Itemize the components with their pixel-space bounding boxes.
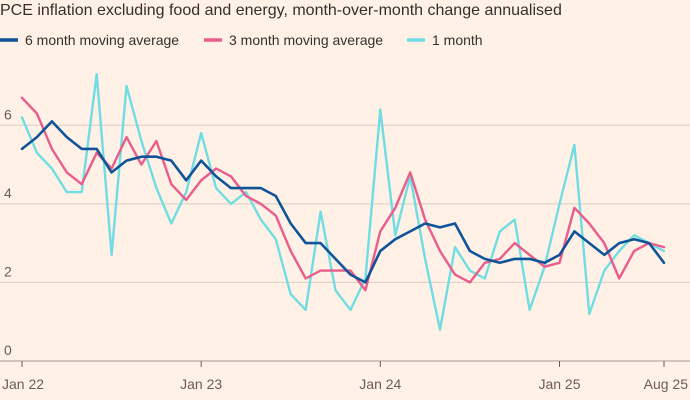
legend-label-6-month: 6 month moving average xyxy=(25,32,179,48)
chart-title: PCE inflation excluding food and energy,… xyxy=(0,2,562,19)
x-tick-label: Jan 22 xyxy=(2,376,44,392)
x-tick-label: Jan 25 xyxy=(538,376,580,392)
x-tick-label: Jan 24 xyxy=(359,376,401,392)
plot-area xyxy=(20,72,666,331)
x-axis: Jan 22 Jan 23 Jan 24 Jan 25 Aug 25 xyxy=(2,361,688,392)
legend-label-1-month: 1 month xyxy=(432,32,483,48)
legend: 6 month moving average 3 month moving av… xyxy=(0,32,483,48)
x-tick-label: Jan 23 xyxy=(180,376,222,392)
series-line-3-month-average xyxy=(20,96,666,292)
y-tick-label: 4 xyxy=(4,185,12,201)
series-line-1-month xyxy=(20,72,666,331)
legend-item-1-month: 1 month xyxy=(407,32,483,48)
y-tick-label: 6 xyxy=(4,106,12,122)
x-tick-label: Aug 25 xyxy=(644,376,689,392)
legend-item-6-month: 6 month moving average xyxy=(0,32,179,48)
y-tick-label: 0 xyxy=(4,342,12,358)
legend-label-3-month: 3 month moving average xyxy=(229,32,383,48)
y-tick-label: 2 xyxy=(4,263,12,279)
series-line-6-month-average xyxy=(20,120,666,284)
legend-item-3-month: 3 month moving average xyxy=(204,32,383,48)
